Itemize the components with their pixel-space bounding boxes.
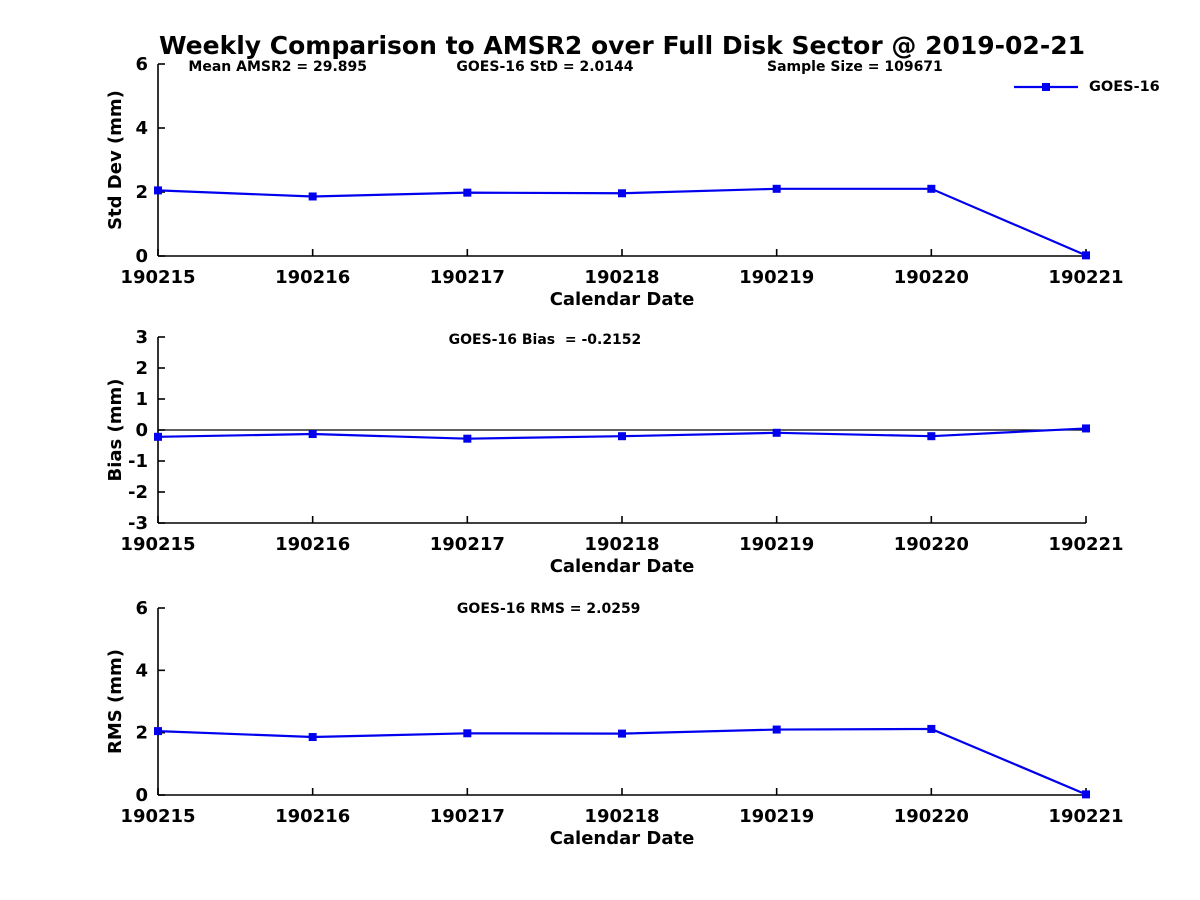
x-tick-label: 190221	[1048, 267, 1123, 288]
y-tick-label: 2	[135, 723, 148, 744]
x-tick-label: 190218	[584, 806, 659, 827]
x-axis-label: Calendar Date	[550, 556, 695, 577]
x-tick-label: 190215	[120, 806, 195, 827]
series-marker	[463, 434, 472, 443]
series-marker	[308, 430, 317, 439]
y-axis-label: RMS (mm)	[105, 649, 126, 754]
y-tick-label: 6	[135, 54, 148, 75]
x-tick-label: 190220	[894, 267, 969, 288]
legend: GOES-16	[1012, 79, 1160, 95]
y-tick-label: 0	[135, 785, 148, 806]
x-axis-label: Calendar Date	[550, 828, 695, 849]
x-tick-label: 190215	[120, 534, 195, 555]
series-marker	[927, 184, 936, 193]
series-line	[157, 187, 1087, 257]
series-marker	[463, 729, 472, 738]
series-line	[157, 727, 1087, 796]
x-tick-label: 190218	[584, 267, 659, 288]
series-marker	[927, 432, 936, 441]
x-tick-label: 190218	[584, 534, 659, 555]
x-tick-label: 190221	[1048, 534, 1123, 555]
x-axis-label: Calendar Date	[550, 289, 695, 310]
series-marker	[618, 729, 626, 738]
series-marker	[772, 725, 781, 734]
annotation: GOES-16 RMS = 2.0259	[457, 601, 641, 617]
legend-label: GOES-16	[1089, 79, 1160, 95]
series-marker	[154, 186, 162, 195]
x-tick-label: 190219	[739, 534, 814, 555]
x-tick-label: 190217	[430, 806, 505, 827]
series-marker	[618, 189, 626, 198]
y-tick-label: 2	[135, 358, 148, 379]
y-tick-label: -3	[128, 513, 148, 534]
y-axis-label: Bias (mm)	[105, 379, 126, 482]
series-marker	[1082, 251, 1090, 260]
y-tick-label: -2	[128, 482, 148, 503]
x-tick-label: 190216	[275, 534, 350, 555]
series-marker	[772, 428, 781, 437]
x-tick-label: 190219	[739, 806, 814, 827]
subplot-2: -3 -2 -1 0 1 2 3 190215 190216 190217 190218 190219…	[105, 327, 1124, 577]
annotation: GOES-16 StD = 2.0144	[456, 59, 633, 75]
series-marker	[154, 432, 162, 441]
x-tick-label: 190215	[120, 267, 195, 288]
x-tick-label: 190220	[894, 534, 969, 555]
y-tick-label: 4	[135, 118, 148, 139]
x-tick-label: 190216	[275, 806, 350, 827]
y-tick-label: 1	[135, 389, 148, 410]
annotation: Sample Size = 109671	[767, 59, 943, 75]
chart-title: Weekly Comparison to AMSR2 over Full Dis…	[158, 31, 1085, 60]
series-marker	[1082, 424, 1090, 433]
series-marker	[463, 188, 472, 197]
series-marker	[618, 432, 626, 441]
y-axis-label: Std Dev (mm)	[105, 90, 126, 230]
x-tick-label: 190217	[430, 534, 505, 555]
series-marker	[1082, 790, 1090, 799]
subplot-1: 0 2 4 6 190215 190216 190217 190218 190219 190220…	[105, 54, 1124, 310]
annotation: Mean AMSR2 = 29.895	[188, 59, 367, 75]
subplot-3: 0 2 4 6 190215 190216 190217 190218 190219 190220…	[105, 598, 1124, 849]
y-tick-label: 0	[135, 246, 148, 267]
y-tick-label: 6	[135, 598, 148, 619]
y-tick-label: 3	[135, 327, 148, 348]
series-marker	[308, 192, 317, 201]
y-tick-label: 4	[135, 660, 148, 681]
x-tick-label: 190217	[430, 267, 505, 288]
series-marker	[927, 724, 936, 733]
x-tick-label: 190220	[894, 806, 969, 827]
y-tick-label: 2	[135, 182, 148, 203]
series-marker	[308, 733, 317, 742]
x-tick-label: 190221	[1048, 806, 1123, 827]
series-marker	[772, 184, 781, 193]
x-tick-label: 190216	[275, 267, 350, 288]
y-tick-label: -1	[128, 451, 148, 472]
annotation: GOES-16 Bias = -0.2152	[449, 332, 642, 348]
x-tick-label: 190219	[739, 267, 814, 288]
series-marker	[154, 727, 162, 736]
y-tick-label: 0	[135, 420, 148, 441]
legend-line-icon	[1014, 83, 1078, 91]
